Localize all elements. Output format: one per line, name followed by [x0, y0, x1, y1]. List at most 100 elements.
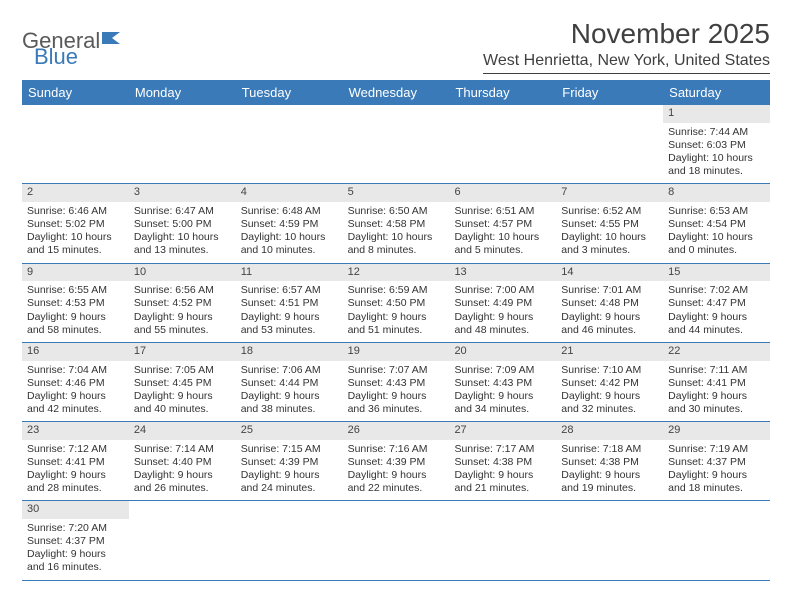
empty-cell [236, 105, 343, 183]
day-header-monday: Monday [129, 80, 236, 105]
daylight-line-1: Daylight: 9 hours [134, 311, 231, 324]
sunrise-line: Sunrise: 7:01 AM [561, 284, 658, 297]
sunset-line: Sunset: 4:53 PM [27, 297, 124, 310]
daylight-line-2: and 10 minutes. [241, 244, 338, 257]
sunset-line: Sunset: 4:49 PM [454, 297, 551, 310]
daylight-line-2: and 26 minutes. [134, 482, 231, 495]
day-header-tuesday: Tuesday [236, 80, 343, 105]
daylight-line-1: Daylight: 10 hours [668, 231, 765, 244]
day-cell-13: 13Sunrise: 7:00 AMSunset: 4:49 PMDayligh… [449, 264, 556, 342]
daylight-line-2: and 15 minutes. [27, 244, 124, 257]
day-details: Sunrise: 7:02 AMSunset: 4:47 PMDaylight:… [663, 281, 770, 342]
sunset-line: Sunset: 4:51 PM [241, 297, 338, 310]
sunrise-line: Sunrise: 7:44 AM [668, 126, 765, 139]
sunset-line: Sunset: 4:45 PM [134, 377, 231, 390]
day-cell-8: 8Sunrise: 6:53 AMSunset: 4:54 PMDaylight… [663, 184, 770, 262]
daylight-line-2: and 55 minutes. [134, 324, 231, 337]
daylight-line-1: Daylight: 9 hours [454, 469, 551, 482]
day-details: Sunrise: 7:20 AMSunset: 4:37 PMDaylight:… [22, 519, 129, 580]
daylight-line-1: Daylight: 9 hours [241, 311, 338, 324]
week-row: 9Sunrise: 6:55 AMSunset: 4:53 PMDaylight… [22, 264, 770, 343]
sunset-line: Sunset: 4:52 PM [134, 297, 231, 310]
day-cell-6: 6Sunrise: 6:51 AMSunset: 4:57 PMDaylight… [449, 184, 556, 262]
sunrise-line: Sunrise: 6:47 AM [134, 205, 231, 218]
daylight-line-2: and 18 minutes. [668, 165, 765, 178]
daylight-line-2: and 24 minutes. [241, 482, 338, 495]
day-details: Sunrise: 7:15 AMSunset: 4:39 PMDaylight:… [236, 440, 343, 501]
sunrise-line: Sunrise: 7:16 AM [348, 443, 445, 456]
sunrise-line: Sunrise: 7:15 AM [241, 443, 338, 456]
sunrise-line: Sunrise: 7:09 AM [454, 364, 551, 377]
sunrise-line: Sunrise: 7:17 AM [454, 443, 551, 456]
daylight-line-1: Daylight: 9 hours [668, 311, 765, 324]
sunset-line: Sunset: 4:37 PM [27, 535, 124, 548]
daylight-line-1: Daylight: 9 hours [348, 390, 445, 403]
day-cell-14: 14Sunrise: 7:01 AMSunset: 4:48 PMDayligh… [556, 264, 663, 342]
week-row: 23Sunrise: 7:12 AMSunset: 4:41 PMDayligh… [22, 422, 770, 501]
day-header-thursday: Thursday [449, 80, 556, 105]
day-details: Sunrise: 6:47 AMSunset: 5:00 PMDaylight:… [129, 202, 236, 263]
day-cell-1: 1Sunrise: 7:44 AMSunset: 6:03 PMDaylight… [663, 105, 770, 183]
day-number: 7 [556, 184, 663, 202]
sunset-line: Sunset: 4:38 PM [561, 456, 658, 469]
daylight-line-2: and 16 minutes. [27, 561, 124, 574]
day-cell-3: 3Sunrise: 6:47 AMSunset: 5:00 PMDaylight… [129, 184, 236, 262]
day-details: Sunrise: 7:05 AMSunset: 4:45 PMDaylight:… [129, 361, 236, 422]
day-number: 22 [663, 343, 770, 361]
day-cell-7: 7Sunrise: 6:52 AMSunset: 4:55 PMDaylight… [556, 184, 663, 262]
sunrise-line: Sunrise: 7:06 AM [241, 364, 338, 377]
day-number: 29 [663, 422, 770, 440]
empty-cell [449, 105, 556, 183]
day-details: Sunrise: 7:10 AMSunset: 4:42 PMDaylight:… [556, 361, 663, 422]
daylight-line-2: and 51 minutes. [348, 324, 445, 337]
sunrise-line: Sunrise: 7:11 AM [668, 364, 765, 377]
sunset-line: Sunset: 6:03 PM [668, 139, 765, 152]
day-cell-2: 2Sunrise: 6:46 AMSunset: 5:02 PMDaylight… [22, 184, 129, 262]
daylight-line-1: Daylight: 10 hours [454, 231, 551, 244]
sunrise-line: Sunrise: 7:02 AM [668, 284, 765, 297]
day-number: 14 [556, 264, 663, 282]
daylight-line-1: Daylight: 10 hours [561, 231, 658, 244]
calendar-body: 1Sunrise: 7:44 AMSunset: 6:03 PMDaylight… [22, 105, 770, 581]
daylight-line-2: and 42 minutes. [27, 403, 124, 416]
daylight-line-1: Daylight: 10 hours [348, 231, 445, 244]
daylight-line-1: Daylight: 10 hours [241, 231, 338, 244]
daylight-line-2: and 32 minutes. [561, 403, 658, 416]
empty-cell [129, 501, 236, 579]
daylight-line-2: and 8 minutes. [348, 244, 445, 257]
daylight-line-2: and 36 minutes. [348, 403, 445, 416]
empty-cell [556, 105, 663, 183]
sunrise-line: Sunrise: 7:12 AM [27, 443, 124, 456]
sunset-line: Sunset: 4:39 PM [241, 456, 338, 469]
day-header-friday: Friday [556, 80, 663, 105]
day-header-sunday: Sunday [22, 80, 129, 105]
sunset-line: Sunset: 4:57 PM [454, 218, 551, 231]
daylight-line-1: Daylight: 9 hours [241, 469, 338, 482]
day-details: Sunrise: 6:51 AMSunset: 4:57 PMDaylight:… [449, 202, 556, 263]
day-number: 26 [343, 422, 450, 440]
sunrise-line: Sunrise: 6:55 AM [27, 284, 124, 297]
sunrise-line: Sunrise: 7:05 AM [134, 364, 231, 377]
day-details: Sunrise: 6:56 AMSunset: 4:52 PMDaylight:… [129, 281, 236, 342]
daylight-line-1: Daylight: 10 hours [668, 152, 765, 165]
day-details: Sunrise: 6:53 AMSunset: 4:54 PMDaylight:… [663, 202, 770, 263]
daylight-line-2: and 46 minutes. [561, 324, 658, 337]
day-details: Sunrise: 6:57 AMSunset: 4:51 PMDaylight:… [236, 281, 343, 342]
empty-cell [663, 501, 770, 579]
daylight-line-2: and 44 minutes. [668, 324, 765, 337]
daylight-line-1: Daylight: 9 hours [134, 469, 231, 482]
sunrise-line: Sunrise: 6:57 AM [241, 284, 338, 297]
daylight-line-2: and 48 minutes. [454, 324, 551, 337]
day-details: Sunrise: 6:55 AMSunset: 4:53 PMDaylight:… [22, 281, 129, 342]
daylight-line-1: Daylight: 9 hours [668, 469, 765, 482]
month-title: November 2025 [483, 18, 770, 50]
day-details: Sunrise: 7:17 AMSunset: 4:38 PMDaylight:… [449, 440, 556, 501]
sunset-line: Sunset: 4:43 PM [454, 377, 551, 390]
daylight-line-1: Daylight: 9 hours [348, 311, 445, 324]
sunrise-line: Sunrise: 7:07 AM [348, 364, 445, 377]
daylight-line-1: Daylight: 9 hours [348, 469, 445, 482]
daylight-line-1: Daylight: 9 hours [454, 390, 551, 403]
day-number: 19 [343, 343, 450, 361]
daylight-line-1: Daylight: 9 hours [561, 390, 658, 403]
day-cell-4: 4Sunrise: 6:48 AMSunset: 4:59 PMDaylight… [236, 184, 343, 262]
